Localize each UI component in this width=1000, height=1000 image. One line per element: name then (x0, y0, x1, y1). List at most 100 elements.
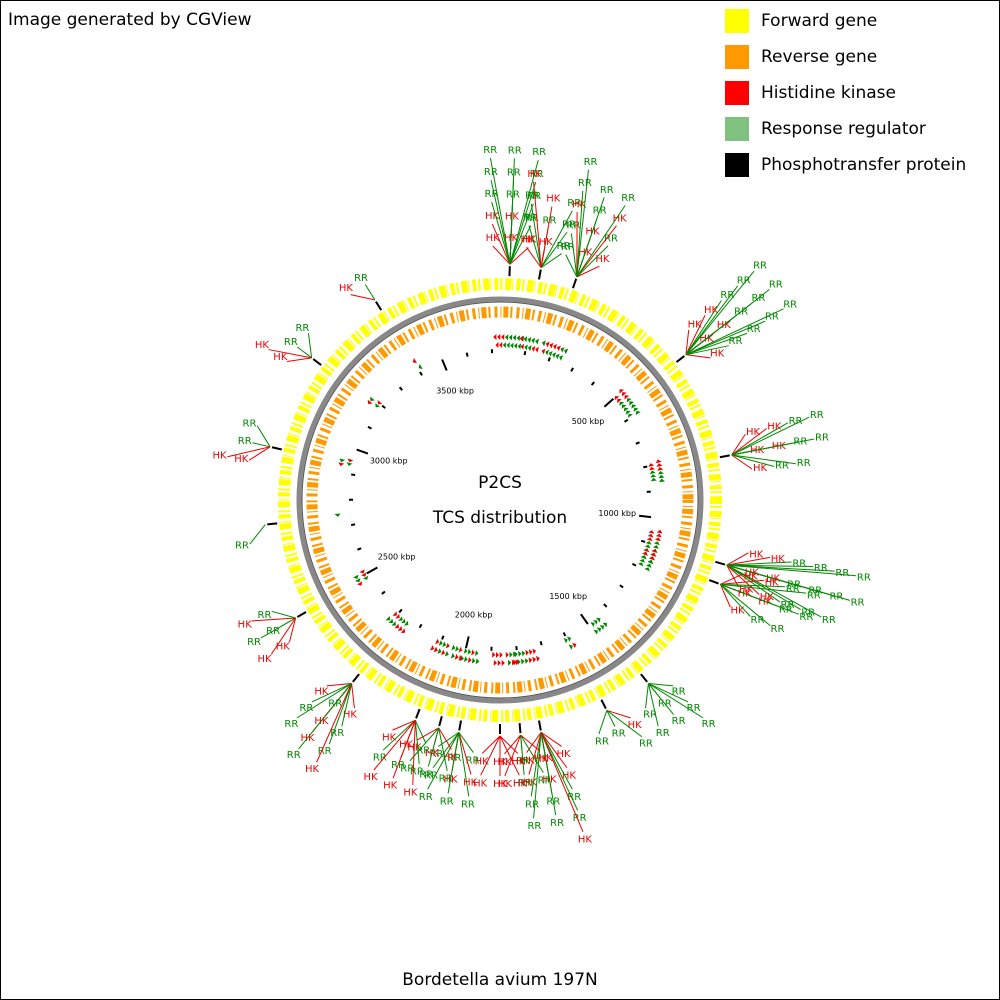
tcs-triangle (553, 344, 558, 350)
leader-line (685, 289, 770, 356)
leader-line (685, 332, 748, 356)
leader-line (645, 683, 649, 709)
tcs-triangle (355, 578, 361, 583)
tcs-triangle (515, 659, 520, 666)
tcs-triangle (644, 544, 651, 549)
leader-line (648, 683, 689, 703)
leader-line (685, 285, 739, 355)
tcs-triangle (398, 616, 403, 621)
feature-label: RR (567, 198, 581, 209)
minor-tick (419, 371, 423, 376)
tcs-triangle (524, 658, 529, 665)
leader-line (540, 206, 553, 268)
feature-label: HK (343, 710, 358, 721)
tcs-triangle (649, 466, 655, 471)
tcs-triangle (497, 334, 501, 341)
feature-label: HK (273, 352, 288, 363)
leader-line (540, 732, 573, 790)
leader-line (350, 294, 375, 301)
feature-mark (415, 708, 421, 719)
tcs-triangle (656, 529, 663, 534)
tcs-triangle (367, 399, 373, 405)
tick-label: 500 kbp (572, 417, 605, 426)
feature-label: RR (424, 771, 438, 782)
feature-label: RR (284, 719, 298, 730)
leader-line (509, 160, 539, 265)
tcs-triangle (524, 344, 528, 351)
leader-line (726, 564, 814, 568)
leader-line (458, 732, 472, 775)
minor-tick (465, 352, 469, 357)
feature-label: RR (538, 775, 552, 786)
feature-label: RR (518, 778, 532, 789)
leader-line (427, 727, 440, 767)
tcs-triangle (394, 623, 400, 629)
tcs-triangle (655, 533, 662, 538)
tcs-triangle (559, 355, 564, 361)
minor-tick (398, 608, 403, 614)
feature-label: HK (276, 642, 291, 653)
leader-line (271, 610, 296, 619)
feature-label: RR (702, 719, 716, 730)
leader-line (260, 617, 296, 639)
leader-line (509, 225, 532, 265)
minor-tick (367, 425, 372, 430)
tcs-triangle (564, 348, 569, 355)
tcs-triangle (519, 335, 524, 342)
tick-label: 3500 kbp (436, 386, 474, 395)
tick-label: 1000 kbp (598, 509, 636, 518)
tcs-triangle (549, 342, 554, 349)
leader-line (392, 720, 416, 779)
legend-swatch (725, 81, 749, 105)
tcs-triangle (545, 341, 550, 348)
leader-line (307, 333, 313, 358)
leader-line (685, 308, 784, 356)
tcs-triangle (648, 556, 655, 561)
tcs-triangle (655, 459, 662, 464)
feature-mark (538, 720, 542, 731)
tcs-triangle (509, 651, 513, 658)
tcs-triangle (438, 640, 443, 646)
tcs-triangle (555, 353, 560, 360)
feature-label: RR (525, 799, 539, 810)
tick-label: 2500 kbp (378, 552, 416, 561)
tcs-triangle (531, 337, 536, 344)
tcs-triangle (560, 347, 565, 353)
tcs-triangle (357, 581, 363, 586)
minor-tick (562, 632, 567, 637)
feature-label: HK (383, 781, 398, 792)
tcs-triangle (501, 659, 505, 666)
feature-mark (600, 699, 607, 710)
feature-label: HK (767, 421, 782, 432)
tcs-triangle (388, 618, 393, 624)
tcs-triangle (375, 403, 380, 408)
minor-tick (619, 584, 624, 589)
leader-line (731, 433, 746, 456)
feature-label: HK (443, 752, 458, 763)
feature-label: RR (318, 746, 332, 757)
leader-line (499, 735, 520, 776)
leader-line (341, 683, 353, 727)
minor-tick (398, 386, 404, 391)
feature-label: HK (744, 571, 759, 582)
tcs-triangle (435, 638, 440, 645)
tcs-triangle (401, 618, 406, 624)
generator-note: Image generated by CGView (8, 10, 252, 30)
feature-label: RR (243, 418, 257, 429)
leader-line (414, 720, 427, 744)
leader-line (576, 190, 584, 277)
tcs-triangle (593, 620, 598, 625)
feature-label: HK (557, 749, 572, 760)
feature-label: RR (299, 703, 313, 714)
leader-line (720, 579, 765, 585)
tcs-triangle (370, 396, 375, 402)
feature-label: RR (567, 792, 581, 803)
leader-line (540, 253, 562, 269)
tcs-triangle (548, 351, 553, 357)
feature-label: HK (753, 463, 768, 474)
feature-label: HK (485, 211, 500, 222)
feature-label: RR (747, 324, 761, 335)
feature-label: RR (600, 185, 614, 196)
feature-mark (438, 716, 443, 727)
